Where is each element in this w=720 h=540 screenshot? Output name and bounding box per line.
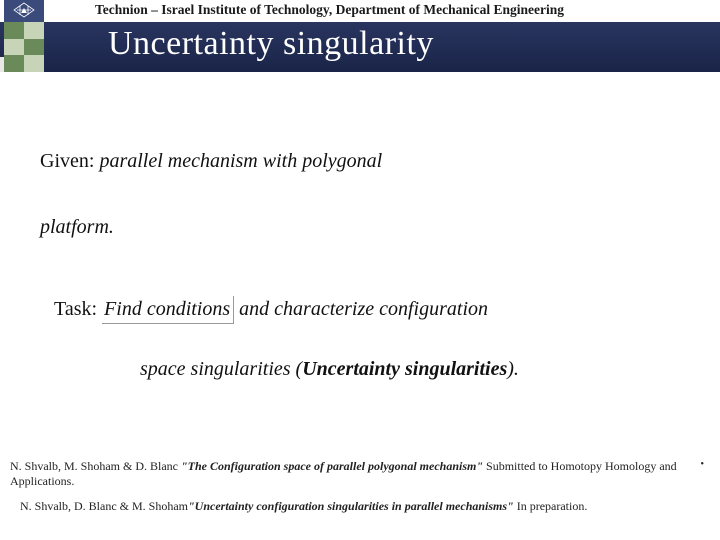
task-line2-b: Uncertainty singularities [302, 358, 507, 380]
ref2-title: "Uncertainty configuration singularities… [188, 499, 514, 513]
task-line-2: space singularities (Uncertainty singula… [140, 356, 680, 382]
ref2-tail: In preparation. [514, 499, 588, 513]
slide-title: Uncertainty singularity [108, 25, 434, 63]
ref1-authors: N. Shvalb, M. Shoham & D. Blanc [10, 459, 181, 473]
given-line-1: Given: parallel mechanism with polygonal [40, 148, 680, 174]
given-line-2: platform. [40, 214, 680, 240]
task-line2-a: space singularities ( [140, 358, 302, 380]
given-label: Given: [40, 150, 99, 172]
header-strip: Technion – Israel Institute of Technolog… [0, 0, 720, 22]
references: N. Shvalb, M. Shoham & D. Blanc "The Con… [10, 459, 710, 524]
given-text: parallel mechanism with polygonal [99, 150, 382, 172]
task-label: Task: [54, 298, 102, 320]
task-line2-c: ). [507, 358, 519, 380]
ref1-title: "The Configuration space of parallel pol… [181, 459, 483, 473]
ref2-authors: N. Shvalb, D. Blanc & M. Shoham [20, 499, 188, 513]
technion-logo [4, 0, 44, 72]
reference-1: N. Shvalb, M. Shoham & D. Blanc "The Con… [10, 459, 710, 489]
reference-2: N. Shvalb, D. Blanc & M. Shoham"Uncertai… [20, 499, 710, 514]
logo-emblem [4, 0, 44, 22]
task-rest: and characterize configuration [234, 298, 488, 320]
logo-checker [4, 22, 44, 72]
affiliation-text: Technion – Israel Institute of Technolog… [95, 2, 564, 18]
task-line-1: Task: Find conditions and characterize c… [54, 296, 680, 324]
task-boxed: Find conditions [102, 296, 234, 324]
title-bar: 17/27 Uncertainty singularity [0, 22, 720, 72]
